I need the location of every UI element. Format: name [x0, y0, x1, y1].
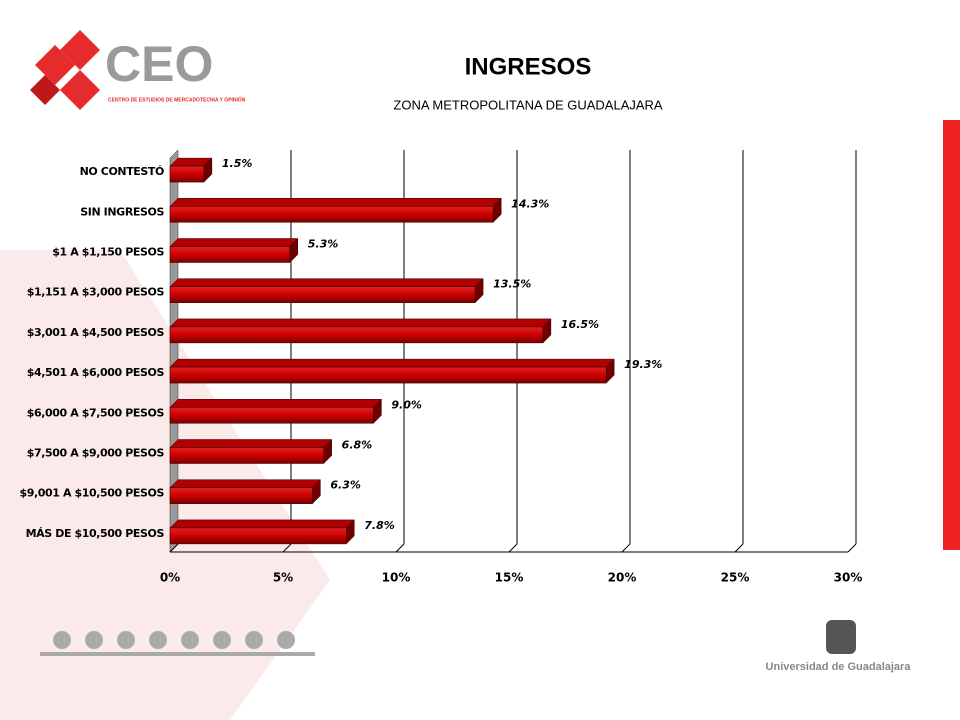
- tick-mark: [847, 543, 857, 553]
- x-tick-label: 30%: [834, 571, 863, 585]
- tick-mark: [621, 543, 631, 553]
- bar-top: [169, 278, 484, 287]
- bar-top: [169, 198, 502, 207]
- logo-text: CEO: [105, 36, 213, 92]
- bar-top: [169, 318, 552, 328]
- tick-mark: [395, 543, 405, 553]
- x-tick-label: 10%: [382, 571, 411, 585]
- y-tick-label: $6,000 A $7,500 PESOS: [27, 406, 165, 419]
- y-tick-label: NO CONTESTÓ: [80, 165, 164, 178]
- logo-mark: [30, 30, 100, 110]
- x-tick-label: 5%: [273, 571, 293, 585]
- logo-subtitle: CENTRO DE ESTUDIOS DE MERCADOTECNIA Y OP…: [108, 95, 246, 103]
- university-name: Universidad de Guadalajara: [766, 661, 912, 673]
- bar: [169, 447, 324, 464]
- crest: [826, 620, 856, 654]
- chart-title: INGRESOS: [465, 53, 592, 80]
- y-tick-label: SIN INGRESOS: [80, 205, 164, 218]
- y-tick-label: $3,001 A $4,500 PESOS: [27, 326, 165, 339]
- value-label: 13.5%: [493, 278, 531, 291]
- bar: [169, 407, 374, 424]
- value-label: 14.3%: [511, 197, 549, 210]
- y-tick-label: $7,500 A $9,000 PESOS: [27, 447, 165, 460]
- y-tick-label: $1 A $1,150 PESOS: [52, 246, 164, 259]
- value-label: 5.3%: [308, 238, 339, 251]
- value-label: 16.5%: [561, 318, 599, 331]
- bar-top: [169, 238, 299, 247]
- y-tick-label: $1,151 A $3,000 PESOS: [27, 286, 165, 299]
- y-tick-label: $4,501 A $6,000 PESOS: [27, 366, 165, 379]
- x-tick-label: 25%: [721, 571, 750, 585]
- bar: [169, 326, 544, 344]
- bar: [169, 527, 347, 545]
- value-label: 6.3%: [330, 479, 361, 492]
- tick-mark: [734, 543, 744, 553]
- bar: [169, 165, 205, 183]
- tick-mark: [169, 543, 179, 553]
- side-bar: [943, 120, 960, 550]
- bar-top: [169, 519, 355, 529]
- tick-mark: [508, 543, 518, 553]
- value-label: 1.5%: [222, 157, 253, 170]
- value-label: 9.0%: [391, 398, 422, 411]
- value-label: 19.3%: [624, 358, 662, 371]
- bar: [169, 366, 607, 384]
- bar-top: [169, 479, 321, 488]
- x-tick-label: 0%: [160, 571, 180, 585]
- bar: [169, 246, 291, 263]
- bar: [169, 286, 476, 303]
- bar-top: [169, 439, 333, 448]
- footer-figures: [40, 631, 315, 656]
- x-tick-label: 20%: [608, 571, 637, 585]
- x-tick-label: 15%: [495, 571, 524, 585]
- value-label: 6.8%: [342, 439, 373, 452]
- bar: [169, 206, 494, 223]
- value-label: 7.8%: [364, 519, 395, 532]
- y-tick-label: MÁS DE $10,500 PESOS: [26, 527, 165, 540]
- tick-mark: [282, 543, 292, 553]
- chart-subtitle: ZONA METROPOLITANA DE GUADALAJARA: [393, 97, 663, 112]
- bar-top: [169, 399, 383, 408]
- bar-top: [169, 358, 615, 368]
- y-tick-label: $9,001 A $10,500 PESOS: [19, 487, 164, 500]
- watermark: [0, 250, 330, 720]
- bar: [169, 487, 313, 504]
